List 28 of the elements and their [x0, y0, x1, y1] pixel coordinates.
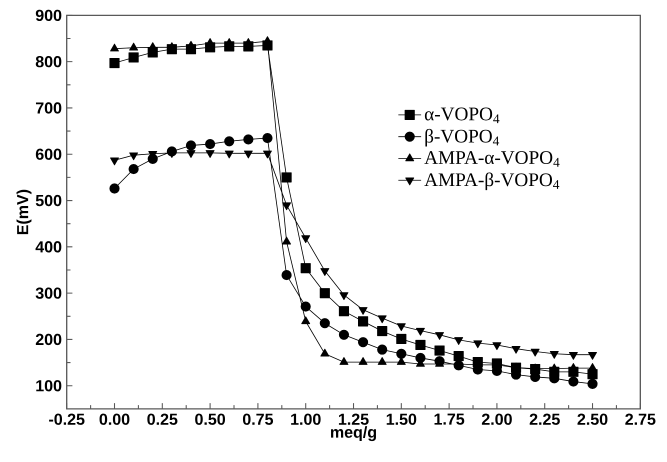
y-tick-label: 400: [36, 241, 62, 252]
y-tick-label: 800: [36, 56, 62, 68]
x-tick-label: 2.50: [578, 413, 608, 425]
y-tick-label: 600: [36, 148, 62, 160]
x-tick-label: 1.50: [386, 413, 416, 425]
y-tick-label: 700: [36, 102, 62, 114]
x-tick-label: 1.00: [291, 413, 321, 425]
x-tick-label: 0.25: [147, 413, 178, 425]
y-axis-title: E(mV): [16, 190, 32, 234]
x-tick-label: 1.25: [338, 413, 369, 425]
y-tick-label: 200: [36, 334, 62, 345]
x-tick-label: 0.50: [195, 413, 226, 425]
x-tick-label: 2.25: [530, 413, 560, 425]
legend-label: β-VOPO$_{4}$: [425, 128, 500, 146]
x-tick-label: 2.75: [625, 413, 656, 425]
x-tick-label: -0.25: [49, 413, 84, 425]
x-axis-title: meq/g: [330, 426, 376, 441]
x-tick-label: 0.75: [242, 413, 274, 425]
y-tick-label: 900: [36, 10, 62, 21]
y-tick-label: 100: [36, 380, 62, 392]
legend-label: α-VOPO$_{4}$: [424, 107, 500, 124]
legend-label: AMPA-α-VOPO$_{4}$: [424, 151, 560, 167]
y-tick-label: 500: [36, 194, 62, 206]
y-tick-label: 300: [36, 287, 62, 299]
x-tick-label: 1.75: [434, 413, 464, 425]
x-tick-label: 0.00: [100, 413, 130, 425]
x-tick-label: 2.00: [482, 413, 512, 425]
legend-label: AMPA-β-VOPO$_{4}$: [424, 172, 560, 190]
